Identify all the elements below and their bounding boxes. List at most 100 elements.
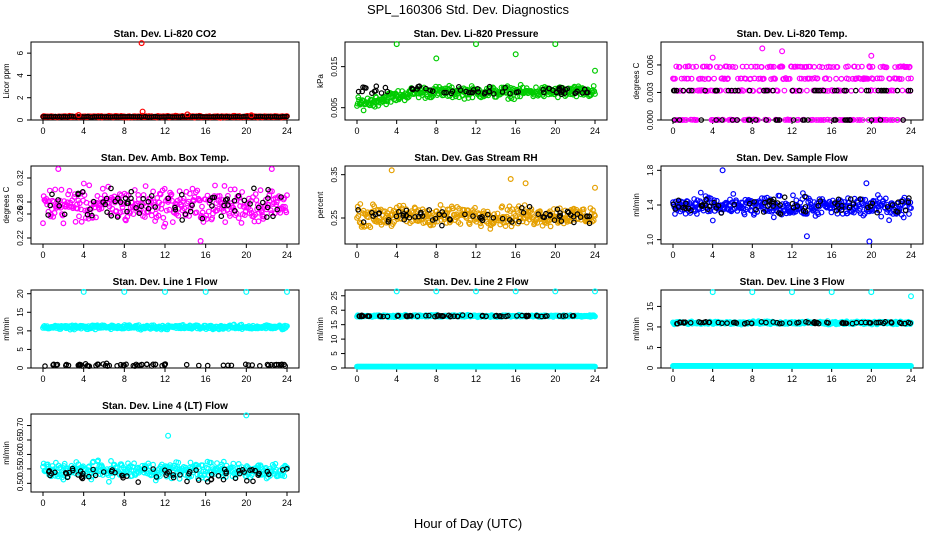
data-point [781, 194, 788, 201]
data-point [154, 194, 161, 201]
y-tick-label: 10 [16, 326, 25, 335]
data-point [193, 209, 200, 216]
data-point [725, 75, 731, 82]
data-point [776, 210, 782, 216]
data-point [763, 87, 770, 94]
data-point [894, 87, 901, 94]
data-point [255, 218, 262, 225]
data-point [682, 63, 689, 70]
data-point [138, 203, 145, 210]
data-point [467, 217, 474, 224]
data-point [774, 319, 780, 326]
data-point [437, 201, 444, 208]
data-point [395, 312, 402, 319]
data-point [843, 87, 850, 94]
data-point [759, 45, 766, 52]
data-point [866, 319, 873, 326]
data-point [842, 320, 849, 326]
y-tick-label: 0.003 [646, 82, 655, 103]
y-tick-label: 0.70 [16, 417, 25, 433]
x-tick-label: 4 [710, 126, 715, 136]
data-point [202, 288, 209, 295]
data-point [908, 205, 914, 212]
data-point [268, 166, 275, 173]
data-point [148, 193, 155, 199]
data-point [834, 64, 841, 70]
data-point [540, 86, 547, 93]
data-point [179, 191, 185, 198]
data-point [673, 87, 680, 94]
data-point [835, 196, 842, 203]
data-point [730, 190, 737, 197]
data-point [165, 195, 172, 202]
data-point [513, 89, 520, 96]
data-point [42, 363, 48, 369]
data-point [729, 63, 736, 70]
data-point [726, 63, 733, 70]
data-point [747, 117, 753, 123]
data-point [688, 75, 695, 82]
data-point [355, 88, 362, 95]
x-tick-label: 16 [201, 374, 211, 384]
data-point [509, 219, 515, 225]
data-point [699, 75, 706, 82]
data-point [232, 208, 238, 214]
x-tick-label: 0 [354, 126, 359, 136]
data-point [239, 189, 246, 195]
data-point [423, 85, 429, 92]
y-tick-label: 0.28 [16, 194, 25, 210]
data-point [45, 212, 51, 218]
data-point [560, 313, 566, 319]
data-point [481, 91, 488, 97]
y-axis-label: ml/min [316, 317, 325, 341]
data-point [818, 209, 825, 216]
data-point [817, 198, 824, 204]
x-tick-label: 12 [160, 374, 170, 384]
data-point [499, 89, 506, 95]
data-point [523, 313, 530, 320]
y-tick-label: 0.35 [330, 166, 339, 182]
data-point [899, 87, 906, 94]
data-point [89, 212, 95, 219]
x-tick-label: 8 [434, 126, 439, 136]
data-point [683, 200, 689, 207]
data-point [80, 288, 87, 295]
data-point [713, 205, 720, 211]
data-point [507, 176, 514, 183]
y-tick-label: 10 [330, 334, 339, 343]
data-point [432, 313, 438, 320]
data-point [80, 180, 87, 187]
data-point [417, 211, 424, 217]
x-tick-label: 20 [550, 250, 560, 260]
data-point [824, 116, 831, 123]
data-point [705, 319, 712, 326]
series-points [354, 288, 598, 370]
data-point [564, 208, 571, 215]
data-point [777, 202, 783, 208]
panel-title: Stan. Dev. Li-820 Temp. [737, 29, 848, 40]
data-point [199, 203, 205, 210]
data-point [805, 319, 812, 326]
data-point [144, 361, 150, 368]
data-point [862, 196, 869, 203]
data-point [56, 203, 63, 209]
data-point [770, 214, 777, 221]
data-point [540, 214, 546, 220]
data-point [900, 117, 907, 123]
data-point [586, 220, 593, 227]
data-point [182, 211, 189, 218]
data-point [883, 64, 890, 71]
data-point [868, 52, 875, 59]
data-point [562, 312, 569, 319]
data-point [199, 215, 206, 222]
data-point [821, 116, 828, 123]
data-point [66, 187, 73, 194]
x-tick-label: 16 [827, 250, 837, 260]
data-point [204, 362, 211, 369]
data-point [57, 464, 64, 471]
data-point [94, 192, 101, 199]
data-point [570, 213, 577, 220]
data-point [804, 87, 810, 94]
data-point [422, 219, 429, 226]
